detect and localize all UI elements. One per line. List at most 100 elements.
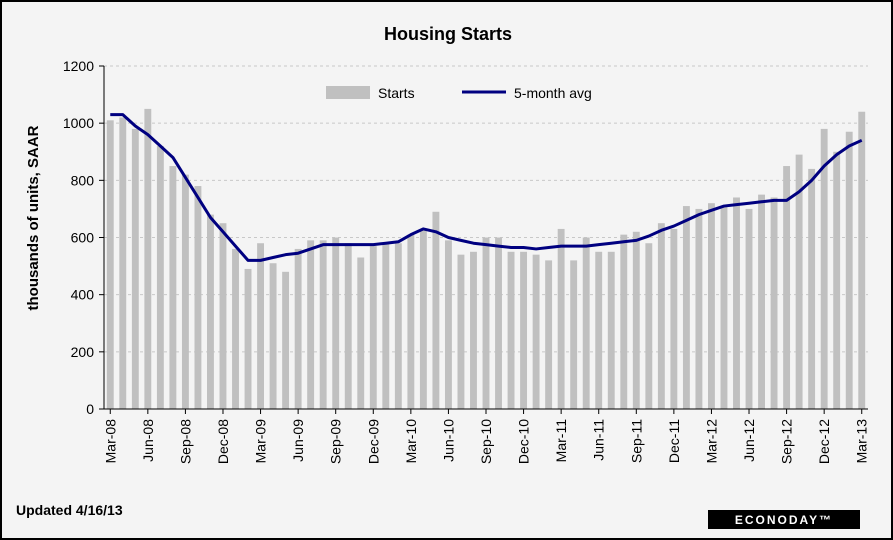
x-tick-label: Mar-13 (854, 419, 870, 464)
x-tick-label: Sep-10 (478, 419, 494, 464)
bar-jan-12 (682, 206, 690, 409)
gridlines (104, 65, 868, 353)
bar-feb-10 (394, 243, 402, 409)
bar-jan-13 (833, 151, 841, 409)
bar-mar-09 (257, 243, 264, 409)
bar-mar-11 (557, 228, 565, 409)
bar-nov-11 (657, 223, 665, 409)
x-tick-label: Mar-09 (253, 419, 269, 464)
bar-aug-11 (620, 234, 628, 409)
legend-label-5-month-avg: 5-month avg (514, 85, 592, 101)
x-tick-label: Dec-08 (215, 419, 231, 464)
bar-dec-10 (520, 251, 528, 409)
series-line-5-month-avg (110, 113, 863, 262)
bar-sep-11 (632, 231, 640, 409)
x-tick-label: Dec-11 (666, 419, 682, 463)
x-tick-label: Sep-09 (328, 419, 344, 464)
bar-jun-09 (294, 248, 302, 409)
bar-mar-12 (708, 203, 715, 409)
x-tick-labels: Mar-08 Jun-08 Sep-08 Dec-08 Mar-09 Jun-09 Sep-… (102, 419, 869, 464)
x-tick-label: Dec-10 (516, 419, 532, 464)
bar-may-08 (131, 128, 139, 409)
bar-jun-12 (745, 208, 753, 409)
bar-mar-08 (106, 120, 114, 409)
bar-jan-10 (382, 243, 390, 409)
x-tick-label: Jun-10 (440, 419, 456, 462)
x-tick-label: Dec-09 (365, 419, 381, 464)
bar-sep-12 (783, 166, 791, 409)
legend-label-starts: Starts (378, 85, 415, 101)
x-tick-label: Mar-12 (703, 419, 719, 464)
econoday-logo: ECONODAY™ (708, 510, 860, 529)
bar-apr-09 (269, 263, 277, 409)
bars-starts (106, 108, 866, 410)
bar-oct-09 (344, 243, 352, 409)
bar-jul-10 (457, 254, 465, 409)
bar-apr-11 (570, 260, 578, 409)
bar-jun-08 (144, 108, 152, 410)
x-tick-label: Jun-08 (140, 419, 156, 462)
bar-jan-11 (532, 254, 540, 409)
bar-feb-09 (244, 268, 252, 409)
x-tick-label: Mar-10 (403, 419, 419, 464)
bar-jul-08 (156, 146, 164, 409)
y-tick-label: 1000 (63, 115, 94, 131)
bar-may-09 (282, 271, 290, 409)
bar-nov-08 (207, 214, 214, 409)
bar-oct-10 (495, 237, 502, 409)
bar-sep-08 (181, 174, 189, 409)
bar-oct-08 (194, 186, 202, 409)
bar-oct-11 (645, 243, 653, 409)
bar-jun-10 (444, 240, 452, 409)
bar-aug-12 (770, 197, 778, 409)
bar-nov-10 (507, 251, 515, 409)
y-axis-label: thousands of units, SAAR (25, 125, 42, 310)
bar-nov-09 (357, 257, 365, 409)
y-tick-label: 1200 (63, 58, 94, 74)
x-tick-label: Sep-11 (628, 419, 644, 463)
x-tick-label: Mar-08 (102, 419, 118, 464)
bar-dec-08 (219, 223, 227, 409)
y-tick-label: 400 (71, 287, 95, 303)
y-tick-label: 200 (71, 344, 95, 360)
bar-dec-09 (369, 246, 377, 409)
bar-nov-12 (808, 168, 816, 409)
chart-title: Housing Starts (384, 24, 512, 44)
bar-apr-12 (720, 206, 728, 409)
bar-feb-11 (545, 260, 553, 409)
axes (99, 65, 868, 414)
bar-jan-09 (232, 248, 239, 409)
bar-dec-11 (670, 228, 678, 409)
legend: Starts 5-month avg (326, 85, 592, 101)
bar-sep-09 (332, 237, 340, 409)
x-tick-label: Dec-12 (816, 419, 832, 464)
x-tick-label: Jun-09 (290, 419, 306, 462)
bar-jul-11 (607, 251, 615, 409)
bar-feb-12 (695, 208, 703, 409)
bar-aug-08 (169, 166, 177, 409)
brand-text: ECONODAY™ (735, 513, 833, 527)
bar-apr-08 (119, 117, 127, 409)
bar-apr-10 (419, 228, 427, 409)
bar-sep-10 (482, 237, 490, 409)
bar-oct-12 (795, 154, 803, 409)
updated-date: Updated 4/16/13 (16, 502, 123, 518)
y-tick-label: 600 (71, 230, 95, 246)
y-tick-label: 0 (86, 401, 94, 417)
x-tick-label: Sep-12 (779, 419, 795, 464)
x-tick-label: Mar-11 (553, 419, 569, 463)
bar-mar-10 (407, 234, 415, 409)
bar-may-10 (432, 211, 440, 409)
y-tick-labels: 0 200 400 600 800 1000 1200 (63, 58, 94, 417)
bar-mar-13 (858, 111, 866, 409)
bar-jul-12 (758, 194, 765, 410)
bar-dec-12 (820, 128, 828, 409)
bar-feb-13 (845, 131, 853, 410)
bar-aug-09 (319, 240, 327, 409)
bar-may-12 (733, 197, 740, 409)
x-tick-label: Jun-11 (591, 419, 607, 461)
line-5-month-avg (110, 113, 863, 262)
bar-jul-09 (307, 240, 315, 409)
bar-aug-10 (470, 251, 477, 409)
